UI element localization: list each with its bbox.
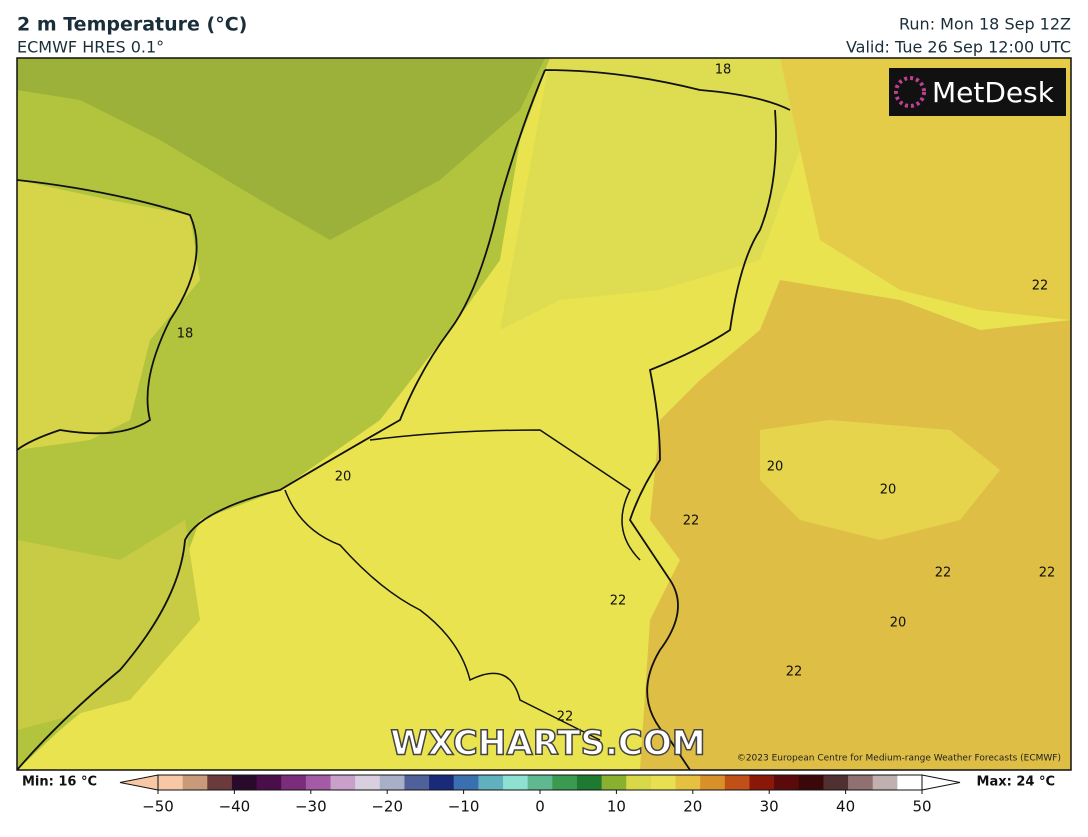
colorbar-tick-label: 10 bbox=[607, 798, 626, 816]
colorbar-tick-label: −40 bbox=[219, 798, 251, 816]
cool-patch bbox=[760, 420, 1000, 540]
legend: Min: 16 °C Max: 24 °C −50 −40 −30 −20 −10 0 10… bbox=[22, 774, 1055, 816]
border bbox=[284, 429, 641, 741]
colorbar-segment bbox=[281, 775, 307, 790]
colorbar-segment bbox=[823, 775, 849, 790]
colorbar-segment bbox=[774, 775, 800, 790]
copyright: ©2023 European Centre for Medium-range W… bbox=[737, 754, 1061, 764]
min-label: Min: 16 °C bbox=[22, 775, 97, 790]
colorbar-segment bbox=[429, 775, 455, 790]
colorbar-segment bbox=[231, 775, 258, 790]
colorbar-segment bbox=[256, 775, 282, 790]
contour-label: 20 bbox=[880, 483, 897, 498]
colorbar-segment bbox=[724, 775, 750, 790]
sea-cool bbox=[17, 58, 545, 240]
colorbar-segment bbox=[675, 775, 701, 790]
contour-label: 18 bbox=[715, 63, 732, 78]
colorbar-segment bbox=[305, 775, 332, 790]
colorbar-tick-label: −50 bbox=[142, 798, 174, 816]
colorbar-segment bbox=[601, 775, 627, 790]
run: Run: Mon 18 Sep 12Z bbox=[899, 15, 1071, 34]
colorbar-segment bbox=[330, 775, 356, 790]
colorbar-segment bbox=[503, 775, 529, 790]
colorbar-tick-label: 50 bbox=[912, 798, 931, 816]
colorbar-segment bbox=[355, 775, 381, 790]
watermark: WXCHARTS.COM bbox=[390, 724, 705, 764]
warm-area-north bbox=[780, 58, 1071, 320]
border bbox=[629, 109, 777, 770]
colorbar-segment bbox=[749, 775, 775, 790]
colorbar-tick-label: 30 bbox=[760, 798, 779, 816]
colorbar-segment bbox=[527, 775, 553, 790]
colorbar-segment bbox=[897, 775, 923, 790]
colorbar-tick-label: 40 bbox=[836, 798, 855, 816]
logo: MetDesk bbox=[932, 76, 1055, 109]
colorbar-segment bbox=[404, 775, 430, 790]
cool-land bbox=[500, 58, 800, 330]
contour-label: 20 bbox=[890, 616, 907, 631]
map-frame bbox=[16, 57, 1072, 771]
contour-label: 22 bbox=[557, 710, 574, 725]
coastline bbox=[17, 179, 198, 451]
colorbar-segment bbox=[626, 775, 652, 790]
coastline bbox=[17, 69, 791, 770]
colorbar-segment bbox=[158, 775, 184, 790]
colorbar-tick-label: 20 bbox=[683, 798, 702, 816]
colorbar-segment bbox=[552, 775, 578, 790]
colorbar-tick-label: −30 bbox=[295, 798, 327, 816]
colorbar-tick-label: 0 bbox=[535, 798, 545, 816]
colorbar-segment bbox=[848, 775, 874, 790]
colorbar-segment bbox=[650, 775, 677, 790]
max-label: Max: 24 °C bbox=[977, 775, 1055, 790]
contour-label: 18 bbox=[177, 327, 194, 342]
colorbar-end bbox=[921, 774, 961, 791]
contour-label: 20 bbox=[767, 460, 784, 475]
contour-label: 22 bbox=[786, 665, 803, 680]
contour-label: 22 bbox=[935, 566, 952, 581]
title: 2 m Temperature (°C) bbox=[17, 14, 247, 36]
contour-label: 22 bbox=[683, 514, 700, 529]
france-coast bbox=[17, 520, 200, 730]
contour-label: 22 bbox=[1039, 566, 1056, 581]
colorbar-segment bbox=[207, 775, 233, 790]
colorbar-segment bbox=[478, 775, 504, 790]
contour-label: 20 bbox=[335, 470, 352, 485]
colorbar-tick-label: −10 bbox=[448, 798, 480, 816]
britain bbox=[17, 180, 200, 450]
contour-label: 22 bbox=[1032, 279, 1049, 294]
logo-box bbox=[889, 68, 1066, 116]
logo-icon bbox=[894, 76, 926, 108]
colorbar-segment bbox=[379, 775, 405, 790]
model: ECMWF HRES 0.1° bbox=[17, 38, 164, 57]
colorbar-tick-label: −20 bbox=[371, 798, 403, 816]
colorbar-segment bbox=[576, 775, 603, 790]
valid: Valid: Tue 26 Sep 12:00 UTC bbox=[846, 38, 1071, 57]
colorbar-segment bbox=[453, 775, 479, 790]
colorbar-segment bbox=[872, 775, 898, 790]
colorbar-segment bbox=[798, 775, 824, 790]
contour-label: 22 bbox=[610, 594, 627, 609]
colorbar-segment bbox=[700, 775, 726, 790]
colorbar-end bbox=[119, 774, 159, 791]
colorbar-segment bbox=[182, 775, 208, 790]
